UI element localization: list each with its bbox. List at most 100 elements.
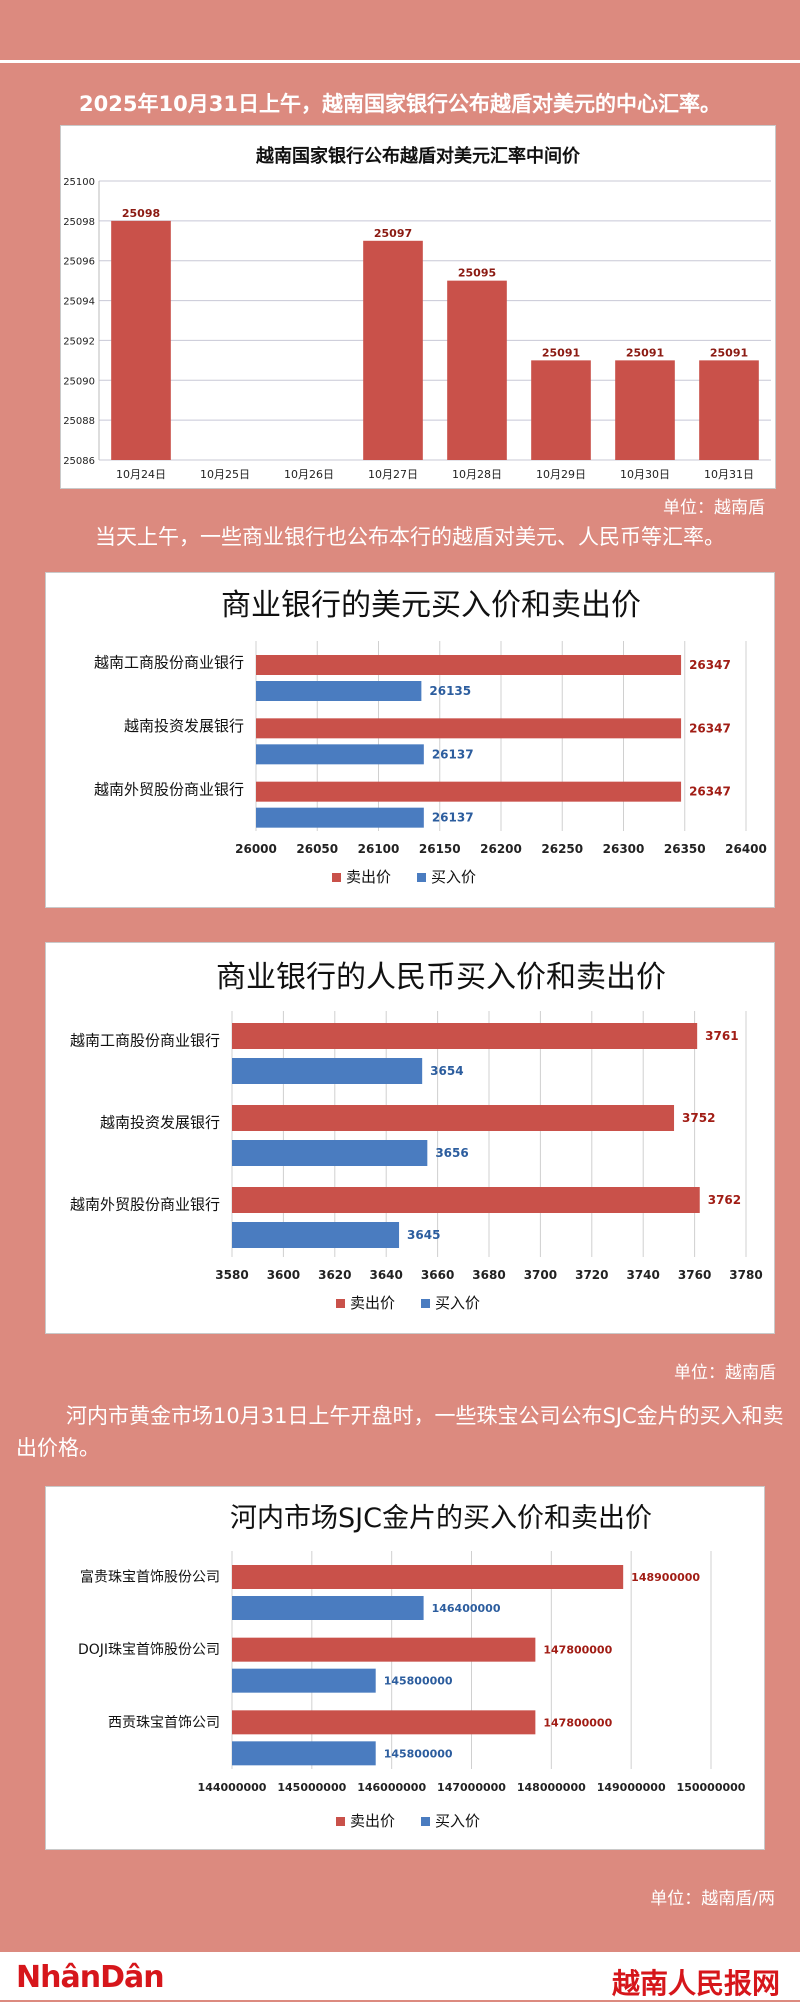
- y-tick-label: 25096: [63, 257, 95, 268]
- data-label: 146400000: [432, 1602, 501, 1615]
- data-label: 3654: [430, 1064, 463, 1078]
- data-label: 147800000: [543, 1716, 612, 1729]
- y-tick-label: 25094: [63, 297, 95, 308]
- bar: [232, 1710, 536, 1735]
- bar: [699, 360, 759, 460]
- chart-card-4: 河内市场SJC金片的买入价和卖出价 144000000 145000000 14600…: [45, 1486, 765, 1850]
- category-label: 西贡珠宝首饰公司: [108, 1715, 220, 1731]
- data-label: 145800000: [384, 1747, 453, 1760]
- data-label: 26137: [432, 811, 474, 825]
- x-tick-label: 26300: [603, 842, 645, 856]
- central-rate-chart: 越南国家银行公布越盾对美元汇率中间价 25086 25088 25090 25092 25…: [63, 145, 771, 481]
- x-tick-label: 3720: [575, 1268, 608, 1282]
- bar: [232, 1637, 536, 1662]
- x-tick-label: 148000000: [517, 1781, 586, 1794]
- bar: [447, 280, 507, 460]
- chart-card-3: 商业银行的人民币买入价和卖出价 3580 3600 3620 3640 3660 3680 3…: [45, 942, 775, 1334]
- y-tick-label: 25100: [63, 177, 95, 188]
- data-label: 3645: [407, 1228, 440, 1242]
- site-name[interactable]: 越南人民报网: [611, 1967, 780, 2000]
- data-label: 145800000: [384, 1675, 453, 1688]
- data-label: 26135: [429, 684, 471, 698]
- x-tick-label: 3580: [215, 1268, 248, 1282]
- bar: [232, 1741, 376, 1766]
- category-label: DOJI珠宝首饰股份公司: [78, 1642, 220, 1658]
- data-label: 3762: [708, 1193, 741, 1207]
- category-label: 越南工商股份商业银行: [94, 654, 244, 672]
- x-tick-label: 147000000: [437, 1781, 506, 1794]
- chart-title: 越南国家银行公布越盾对美元汇率中间价: [255, 145, 581, 167]
- data-label: 148900000: [631, 1571, 700, 1584]
- category-label: 越南投资发展银行: [124, 717, 244, 735]
- bar: [363, 240, 423, 460]
- x-tick-label: 10月26日: [284, 468, 334, 481]
- chart-title: 商业银行的人民币买入价和卖出价: [216, 960, 666, 995]
- x-tick-label: 26050: [296, 842, 338, 856]
- category-label: 越南投资发展银行: [100, 1113, 220, 1131]
- x-tick-label: 10月28日: [452, 468, 502, 481]
- bar: [256, 744, 424, 765]
- x-tick-label: 10月25日: [200, 468, 250, 481]
- bar: [256, 807, 424, 828]
- gold-price-chart: 河内市场SJC金片的买入价和卖出价 144000000 145000000 14600…: [78, 1503, 746, 1830]
- unit-label-2: 单位：越南盾: [674, 1363, 776, 1383]
- nhandan-logo[interactable]: NhânDân: [16, 1960, 165, 1995]
- bar: [531, 360, 591, 460]
- bar: [256, 681, 422, 701]
- x-tick-label: 144000000: [198, 1781, 267, 1794]
- category-label: 富贵珠宝首饰股份公司: [80, 1569, 220, 1586]
- bar: [232, 1023, 698, 1049]
- x-tick-label: 10月29日: [536, 468, 586, 481]
- data-label: 3752: [682, 1111, 715, 1125]
- usd-rate-chart: 商业银行的美元买入价和卖出价 26000 26050 26100 26150 26200 2…: [94, 588, 767, 886]
- y-tick-label: 25092: [63, 336, 95, 347]
- data-label: 3656: [435, 1146, 468, 1160]
- x-tick-label: 3700: [524, 1268, 557, 1282]
- data-label: 26347: [689, 785, 731, 799]
- x-tick-label: 10月27日: [368, 468, 418, 481]
- legend-swatch: [336, 1299, 345, 1308]
- legend-swatch: [421, 1817, 430, 1826]
- x-tick-label: 3740: [626, 1268, 659, 1282]
- x-tick-label: 26000: [235, 842, 277, 856]
- legend-label: 卖出价: [346, 868, 391, 886]
- legend-label: 买入价: [435, 1294, 480, 1312]
- bar: [232, 1222, 400, 1248]
- x-tick-label: 150000000: [677, 1781, 746, 1794]
- top-divider: [0, 60, 800, 63]
- y-tick-label: 25090: [63, 376, 95, 387]
- x-tick-label: 26400: [725, 842, 767, 856]
- data-label: 147800000: [543, 1644, 612, 1657]
- bar: [232, 1668, 376, 1693]
- x-tick-label: 149000000: [597, 1781, 666, 1794]
- chart-card-1: 越南国家银行公布越盾对美元汇率中间价 25086 25088 25090 25092 25…: [60, 125, 776, 489]
- unit-label-3: 单位：越南盾/两: [650, 1889, 775, 1909]
- cny-rate-chart: 商业银行的人民币买入价和卖出价 3580 3600 3620 3640 3660 3680 3…: [70, 960, 763, 1312]
- data-label: 26347: [689, 721, 731, 735]
- legend-label: 卖出价: [350, 1812, 395, 1830]
- data-label: 25095: [458, 267, 496, 280]
- data-label: 25098: [122, 207, 160, 220]
- x-tick-label: 145000000: [277, 1781, 346, 1794]
- bar: [256, 655, 682, 675]
- x-tick-label: 3640: [369, 1268, 402, 1282]
- y-tick-label: 25086: [63, 456, 95, 467]
- bar: [111, 220, 171, 460]
- legend-label: 买入价: [435, 1812, 480, 1830]
- x-tick-label: 10月30日: [620, 468, 670, 481]
- x-tick-label: 146000000: [357, 1781, 426, 1794]
- x-tick-label: 10月31日: [704, 468, 754, 481]
- x-tick-label: 3780: [729, 1268, 762, 1282]
- bar: [256, 718, 682, 739]
- data-label: 25097: [374, 227, 412, 240]
- data-label: 26347: [689, 658, 731, 672]
- x-tick-label: 3620: [318, 1268, 351, 1282]
- intro-text: 2025年10月31日上午，越南国家银行公布越盾对美元的中心汇率。: [79, 92, 721, 116]
- paragraph-gold: 河内市黄金市场10月31日上午开盘时，一些珠宝公司公布SJC金片的买入和卖出价格…: [16, 1404, 784, 1460]
- bar: [232, 1140, 428, 1166]
- x-tick-label: 26150: [419, 842, 461, 856]
- x-tick-label: 26200: [480, 842, 522, 856]
- bar: [232, 1105, 675, 1131]
- legend-label: 买入价: [431, 868, 476, 886]
- bar: [232, 1187, 700, 1213]
